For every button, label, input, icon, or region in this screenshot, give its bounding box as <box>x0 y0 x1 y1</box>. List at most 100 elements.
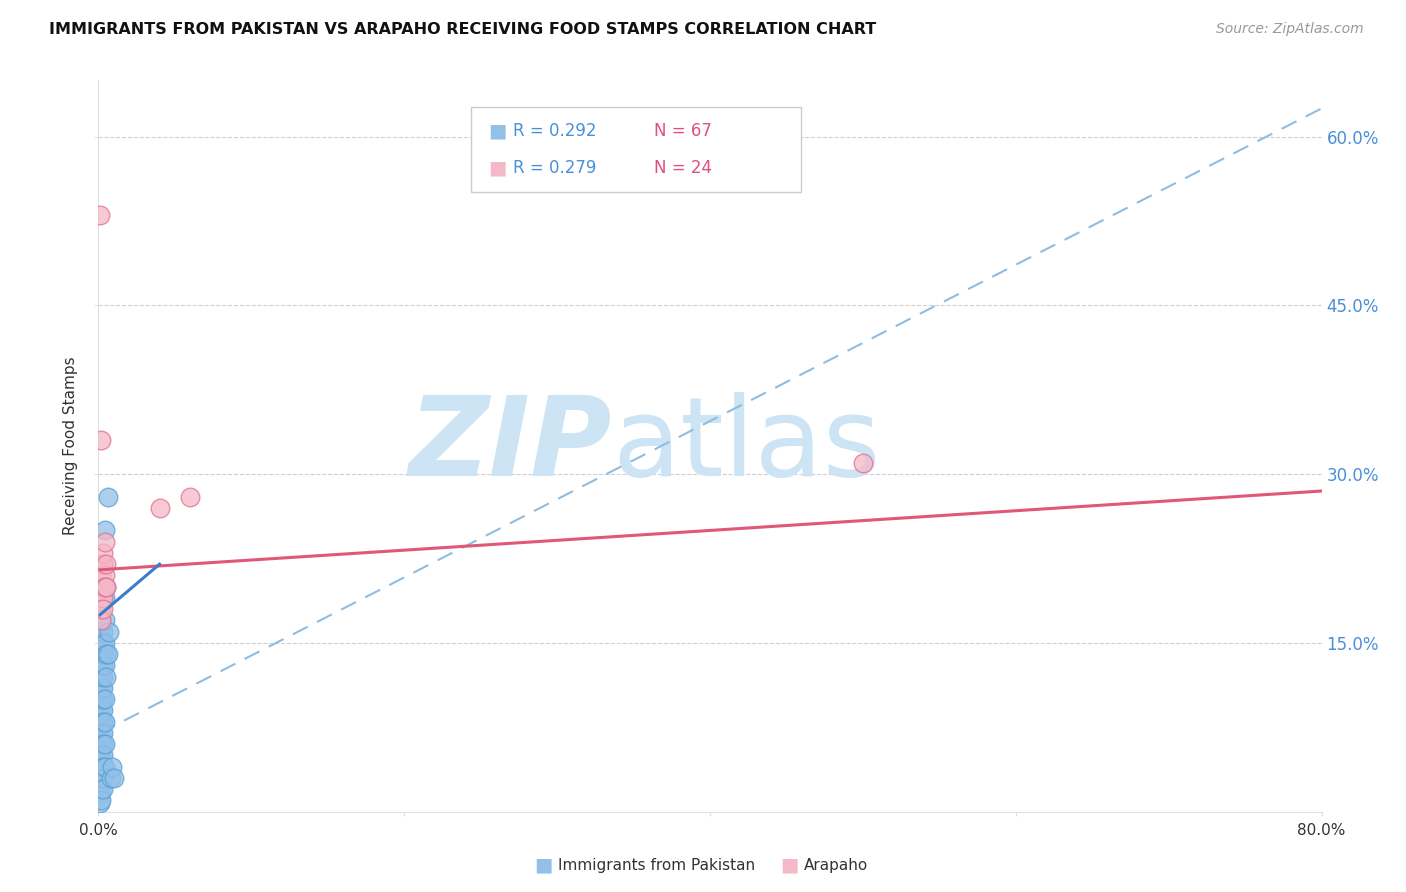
Text: 0.0%: 0.0% <box>79 822 118 838</box>
Point <box>91 546 114 560</box>
Point <box>91 591 114 605</box>
Point <box>91 602 114 616</box>
Point <box>89 754 111 768</box>
Text: atlas: atlas <box>612 392 880 500</box>
Point <box>91 692 114 706</box>
Point <box>93 714 115 729</box>
Point <box>90 614 112 628</box>
Point <box>90 760 112 774</box>
Point <box>93 737 115 751</box>
Point <box>91 557 114 571</box>
Point <box>91 636 114 650</box>
Point <box>94 557 117 571</box>
Point <box>89 720 111 734</box>
Point <box>89 731 111 746</box>
Point <box>94 670 117 684</box>
Point <box>89 776 111 790</box>
Text: 80.0%: 80.0% <box>1298 822 1346 838</box>
Point <box>91 658 114 673</box>
Point <box>149 500 172 515</box>
Point <box>90 748 112 763</box>
Text: Source: ZipAtlas.com: Source: ZipAtlas.com <box>1216 22 1364 37</box>
Point <box>90 614 112 628</box>
Point <box>90 782 112 797</box>
Point <box>94 580 117 594</box>
Point <box>91 782 114 797</box>
Text: ■: ■ <box>534 855 553 875</box>
Point <box>91 557 114 571</box>
Text: N = 67: N = 67 <box>654 122 711 140</box>
Point <box>103 771 125 785</box>
Point <box>89 743 111 757</box>
Point <box>93 636 115 650</box>
Point <box>94 580 117 594</box>
Point <box>91 681 114 695</box>
Point <box>93 614 115 628</box>
Text: R = 0.279: R = 0.279 <box>513 159 596 177</box>
Point <box>90 557 112 571</box>
Text: ■: ■ <box>488 159 506 178</box>
Point <box>90 670 112 684</box>
Point <box>89 624 111 639</box>
Point <box>89 591 111 605</box>
Point <box>89 658 111 673</box>
Point <box>93 692 115 706</box>
Point <box>90 434 112 448</box>
Point <box>91 714 114 729</box>
Point <box>90 771 112 785</box>
Point <box>90 726 112 740</box>
Point <box>100 771 122 785</box>
Point <box>179 490 201 504</box>
Point <box>90 703 112 717</box>
Point <box>93 760 115 774</box>
Text: ■: ■ <box>780 855 799 875</box>
Point <box>852 456 875 470</box>
Text: ■: ■ <box>488 121 506 140</box>
Point <box>90 793 112 807</box>
Text: Immigrants from Pakistan: Immigrants from Pakistan <box>558 858 755 872</box>
Point <box>90 568 112 582</box>
Point <box>91 737 114 751</box>
Point <box>91 624 114 639</box>
Point <box>89 602 111 616</box>
Point <box>89 765 111 780</box>
Point <box>90 591 112 605</box>
Point <box>91 647 114 661</box>
Point <box>89 698 111 712</box>
Point <box>89 614 111 628</box>
Point <box>90 647 112 661</box>
Point <box>90 714 112 729</box>
Text: R = 0.292: R = 0.292 <box>513 122 596 140</box>
Point <box>93 591 115 605</box>
Point <box>89 796 111 810</box>
Point <box>91 580 114 594</box>
Text: ZIP: ZIP <box>409 392 612 500</box>
Point <box>90 681 112 695</box>
Text: N = 24: N = 24 <box>654 159 711 177</box>
Point <box>93 534 115 549</box>
Point <box>90 580 112 594</box>
Point <box>90 737 112 751</box>
Y-axis label: Receiving Food Stamps: Receiving Food Stamps <box>63 357 79 535</box>
Point <box>89 788 111 802</box>
Point <box>89 692 111 706</box>
Point <box>91 760 114 774</box>
Point <box>94 647 117 661</box>
Point <box>98 624 121 639</box>
Point <box>93 568 115 582</box>
Point <box>101 760 124 774</box>
Point <box>93 580 115 594</box>
Text: IMMIGRANTS FROM PAKISTAN VS ARAPAHO RECEIVING FOOD STAMPS CORRELATION CHART: IMMIGRANTS FROM PAKISTAN VS ARAPAHO RECE… <box>49 22 876 37</box>
Point <box>93 658 115 673</box>
Point <box>91 670 114 684</box>
Point <box>89 681 111 695</box>
Point <box>89 580 111 594</box>
Point <box>89 709 111 723</box>
Point <box>91 771 114 785</box>
Point <box>90 658 112 673</box>
Point <box>90 602 112 616</box>
Point <box>93 524 115 538</box>
Point <box>97 490 120 504</box>
Point <box>91 726 114 740</box>
Point <box>89 208 111 222</box>
